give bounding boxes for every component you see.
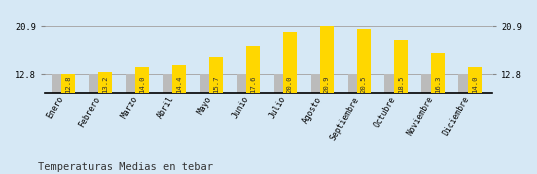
Text: 16.3: 16.3 — [434, 75, 441, 93]
Bar — [135, 67, 149, 93]
Text: 20.5: 20.5 — [361, 75, 367, 93]
Bar — [172, 65, 186, 93]
Text: 14.0: 14.0 — [139, 75, 145, 93]
Bar — [209, 57, 223, 93]
Bar — [320, 26, 334, 93]
Text: 12.8: 12.8 — [66, 75, 71, 93]
Bar — [459, 74, 469, 93]
Bar — [310, 74, 321, 93]
Bar — [283, 31, 297, 93]
Text: 20.9: 20.9 — [324, 75, 330, 93]
Bar — [394, 40, 408, 93]
Bar — [163, 74, 173, 93]
Bar — [274, 74, 284, 93]
Bar — [357, 29, 371, 93]
Bar — [126, 74, 136, 93]
Text: 14.0: 14.0 — [471, 75, 477, 93]
Bar — [468, 67, 482, 93]
Text: 20.0: 20.0 — [287, 75, 293, 93]
Bar — [422, 74, 432, 93]
Bar — [89, 74, 99, 93]
Bar — [384, 74, 395, 93]
Text: 15.7: 15.7 — [213, 75, 219, 93]
Bar — [246, 46, 260, 93]
Text: 13.2: 13.2 — [102, 75, 108, 93]
Text: Temperaturas Medias en tebar: Temperaturas Medias en tebar — [38, 162, 213, 172]
Bar — [61, 74, 75, 93]
Bar — [98, 72, 112, 93]
Bar — [431, 53, 445, 93]
Bar — [52, 74, 62, 93]
Bar — [200, 74, 210, 93]
Text: 18.5: 18.5 — [398, 75, 404, 93]
Bar — [237, 74, 247, 93]
Bar — [347, 74, 358, 93]
Text: 17.6: 17.6 — [250, 75, 256, 93]
Text: 14.4: 14.4 — [176, 75, 182, 93]
